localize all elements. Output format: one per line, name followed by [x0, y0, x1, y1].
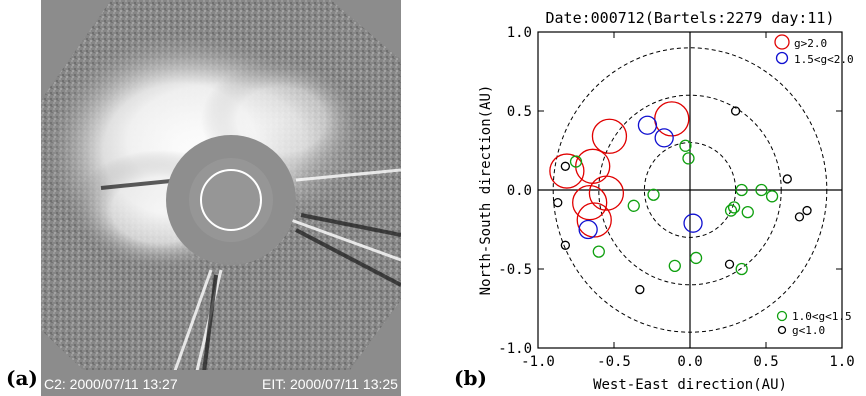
reference-circle	[598, 94, 782, 286]
data-point-2	[765, 190, 779, 203]
legend-entry: 1.5<g<2.0	[794, 53, 854, 66]
legend-marker	[774, 34, 790, 50]
data-point-2	[668, 259, 681, 272]
data-point-0	[572, 184, 608, 221]
data-point-2	[569, 155, 583, 168]
data-point-2	[627, 199, 640, 212]
data-point-2	[647, 188, 660, 201]
data-point-2	[755, 183, 768, 197]
panel-label-b: (b)	[454, 366, 487, 390]
legend-marker	[777, 325, 787, 335]
data-point-2	[689, 251, 703, 265]
data-point-2	[679, 139, 692, 152]
x-tick-label: -1.0	[521, 354, 555, 370]
data-point-2	[741, 205, 754, 219]
x-tick-label: 0.0	[677, 354, 702, 370]
data-point-3	[730, 106, 741, 116]
data-point-2	[735, 262, 748, 276]
panel-label-a: (a)	[6, 366, 38, 390]
legend-entry: g<1.0	[792, 324, 825, 337]
y-tick-label: 0.0	[507, 183, 532, 199]
data-point-3	[553, 197, 563, 208]
x-tick-label: -0.5	[597, 354, 631, 370]
image-caption-eit: EIT: 2000/07/11 13:25	[262, 376, 398, 392]
plot-area: -1.0 -0.5 0.0 0.5 1.0 -1.0 -0.5 0.0 0.5 1.0 g>2.0 1…	[498, 25, 854, 370]
data-point-3	[724, 259, 735, 269]
y-axis-label: North-South direction(AU)	[478, 85, 494, 296]
x-axis-label: West-East direction(AU)	[593, 377, 787, 393]
legend-marker	[776, 310, 788, 322]
legend-marker	[775, 51, 789, 65]
data-point-2	[724, 204, 738, 217]
data-point-1	[683, 213, 703, 233]
data-point-2	[682, 152, 695, 165]
data-point-3	[794, 212, 805, 222]
data-point-2	[735, 183, 748, 197]
reference-circle	[552, 47, 828, 333]
data-point-0	[654, 101, 690, 137]
y-tick-label: -1.0	[498, 341, 532, 357]
y-tick-label: 1.0	[507, 25, 532, 41]
x-tick-label: 1.0	[829, 354, 854, 370]
data-point-0	[588, 175, 625, 211]
chart-title: Date:000712(Bartels:2279 day:11)	[546, 9, 835, 27]
data-point-0	[576, 202, 612, 238]
x-tick-label: 0.5	[753, 354, 778, 370]
data-point-1	[578, 219, 598, 240]
data-point-3	[560, 240, 571, 250]
data-point-3	[782, 174, 792, 184]
y-tick-label: -0.5	[498, 262, 532, 278]
data-point-0	[591, 118, 628, 154]
data-point-0	[549, 153, 585, 189]
data-point-1	[654, 128, 674, 148]
legend-entry: 1.0<g<1.5	[792, 310, 852, 323]
data-point-2	[727, 201, 741, 214]
legend-entry: g>2.0	[794, 37, 827, 50]
data-point-2	[592, 245, 605, 258]
scatter-chart: Date:000712(Bartels:2279 day:11) West-Ea…	[478, 9, 855, 393]
data-point-0	[575, 148, 611, 184]
data-point-3	[560, 161, 571, 171]
data-point-1	[637, 115, 658, 135]
data-point-3	[635, 284, 645, 295]
coronagraph-image	[41, 0, 401, 396]
data-point-3	[802, 205, 812, 216]
image-caption-c2: C2: 2000/07/11 13:27	[44, 376, 178, 392]
y-tick-label: 0.5	[507, 104, 532, 120]
